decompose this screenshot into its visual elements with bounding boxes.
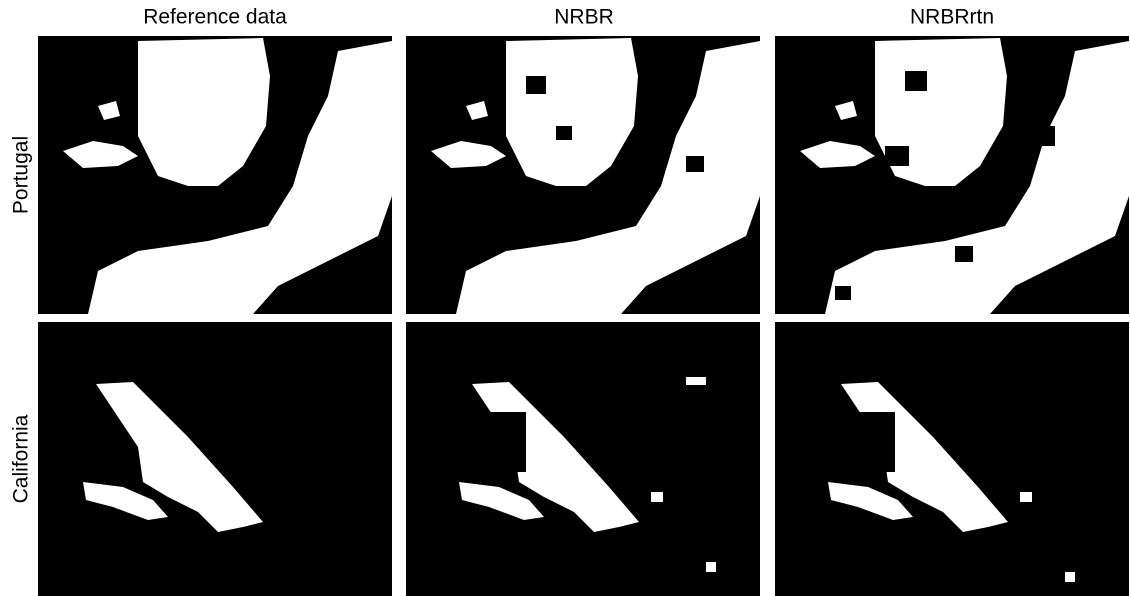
page: Reference data NRBR NRBRrtn Portugal Cal… <box>0 0 1130 596</box>
map-panel <box>406 36 762 314</box>
map-panel <box>775 36 1130 314</box>
column-title: Reference data <box>143 6 287 29</box>
map-panel <box>406 322 762 596</box>
row-label: California <box>10 414 33 503</box>
figure: Reference data NRBR NRBRrtn Portugal Cal… <box>0 0 1130 596</box>
map-panel <box>38 322 392 596</box>
row-label: Portugal <box>10 136 33 214</box>
map-panel <box>775 322 1130 596</box>
column-title: NRBR <box>554 6 614 29</box>
map-panel <box>38 36 392 314</box>
column-title: NRBRrtn <box>910 6 994 29</box>
